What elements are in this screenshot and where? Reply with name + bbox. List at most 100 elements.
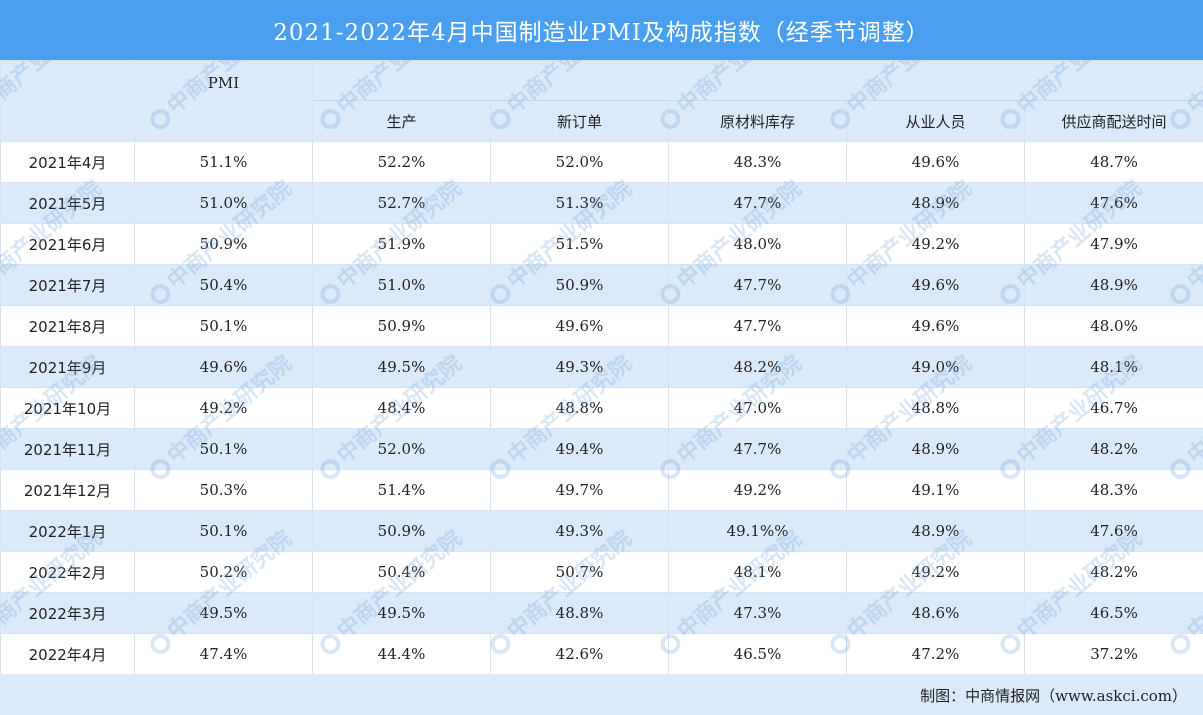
raw-material-inventory-cell: 47.3% xyxy=(668,592,847,634)
supplier-delivery-time-cell: 48.3% xyxy=(1023,469,1203,511)
supplier-delivery-time-cell: 48.2% xyxy=(1023,551,1203,593)
production-cell: 51.9% xyxy=(312,223,491,265)
new-orders-cell: 48.8% xyxy=(490,592,669,634)
supplier-delivery-time-cell: 37.2% xyxy=(1023,633,1203,675)
header-pmi: PMI xyxy=(134,60,313,142)
header-raw-material-inventory: 原材料库存 xyxy=(668,100,847,142)
header-row-columns: 生产 新订单 原材料库存 从业人员 供应商配送时间 xyxy=(1,100,1203,142)
raw-material-inventory-cell: 47.0% xyxy=(668,387,847,429)
new-orders-cell: 52.0% xyxy=(490,141,669,183)
new-orders-cell: 48.8% xyxy=(490,387,669,429)
employment-cell: 47.2% xyxy=(846,633,1025,675)
month-cell: 2021年4月 xyxy=(0,141,135,183)
table-row: 2021年5月 51.0% 52.7% 51.3% 47.7% 48.9% 47.6% xyxy=(0,182,1203,224)
table-row: 2021年4月 51.1% 52.2% 52.0% 48.3% 49.6% 48.7% xyxy=(0,141,1203,183)
table-row: 2021年6月 50.9% 51.9% 51.5% 48.0% 49.2% 47.9% xyxy=(0,223,1203,265)
new-orders-cell: 49.3% xyxy=(490,346,669,388)
table-row: 2021年7月 50.4% 51.0% 50.9% 47.7% 49.6% 48.9% xyxy=(0,264,1203,306)
pmi-cell: 50.1% xyxy=(134,428,313,470)
production-cell: 50.9% xyxy=(312,510,491,552)
supplier-delivery-time-cell: 46.7% xyxy=(1023,387,1203,429)
production-cell: 50.9% xyxy=(312,305,491,347)
employment-cell: 49.6% xyxy=(846,141,1025,183)
raw-material-inventory-cell: 48.2% xyxy=(668,346,847,388)
raw-material-inventory-cell: 47.7% xyxy=(668,264,847,306)
production-cell: 49.5% xyxy=(312,592,491,634)
header-pmi-label: PMI xyxy=(207,74,240,92)
supplier-delivery-time-cell: 48.2% xyxy=(1023,428,1203,470)
raw-material-inventory-cell: 48.0% xyxy=(668,223,847,265)
new-orders-cell: 50.9% xyxy=(490,264,669,306)
new-orders-cell: 50.7% xyxy=(490,551,669,593)
header-corner-cell xyxy=(0,60,135,142)
employment-cell: 49.6% xyxy=(846,305,1025,347)
employment-cell: 48.9% xyxy=(846,510,1025,552)
production-cell: 44.4% xyxy=(312,633,491,675)
pmi-cell: 51.1% xyxy=(134,141,313,183)
source-credit: 制图：中商情报网（www.askci.com） xyxy=(920,687,1187,705)
employment-cell: 48.9% xyxy=(846,182,1025,224)
month-cell: 2021年11月 xyxy=(0,428,135,470)
table-row: 2021年11月 50.1% 52.0% 49.4% 47.7% 48.9% 48.2% xyxy=(0,428,1203,470)
pmi-cell: 49.6% xyxy=(134,346,313,388)
raw-material-inventory-cell: 49.1%% xyxy=(668,510,847,552)
pmi-cell: 51.0% xyxy=(134,182,313,224)
header-group-cell xyxy=(311,60,1203,101)
new-orders-cell: 49.4% xyxy=(490,428,669,470)
pmi-cell: 50.9% xyxy=(134,223,313,265)
month-cell: 2021年7月 xyxy=(0,264,135,306)
supplier-delivery-time-cell: 48.0% xyxy=(1023,305,1203,347)
employment-cell: 49.2% xyxy=(846,551,1025,593)
header-production: 生产 xyxy=(312,100,491,142)
header-supplier-delivery-time: 供应商配送时间 xyxy=(1023,100,1203,142)
header-new-orders: 新订单 xyxy=(490,100,669,142)
production-cell: 52.0% xyxy=(312,428,491,470)
production-cell: 51.0% xyxy=(312,264,491,306)
supplier-delivery-time-cell: 47.6% xyxy=(1023,182,1203,224)
pmi-cell: 50.1% xyxy=(134,510,313,552)
raw-material-inventory-cell: 48.1% xyxy=(668,551,847,593)
raw-material-inventory-cell: 46.5% xyxy=(668,633,847,675)
pmi-cell: 50.3% xyxy=(134,469,313,511)
pmi-cell: 47.4% xyxy=(134,633,313,675)
new-orders-cell: 42.6% xyxy=(490,633,669,675)
month-cell: 2022年1月 xyxy=(0,510,135,552)
new-orders-cell: 51.5% xyxy=(490,223,669,265)
header-row-top: PMI xyxy=(0,60,1203,142)
new-orders-cell: 49.7% xyxy=(490,469,669,511)
month-cell: 2021年12月 xyxy=(0,469,135,511)
supplier-delivery-time-cell: 48.7% xyxy=(1023,141,1203,183)
table-row: 2022年3月 49.5% 49.5% 48.8% 47.3% 48.6% 46.5% xyxy=(0,592,1203,634)
pmi-cell: 50.2% xyxy=(134,551,313,593)
raw-material-inventory-cell: 49.2% xyxy=(668,469,847,511)
production-cell: 51.4% xyxy=(312,469,491,511)
table-body: 2021年4月 51.1% 52.2% 52.0% 48.3% 49.6% 48.7% 202… xyxy=(0,141,1203,675)
new-orders-cell: 49.3% xyxy=(490,510,669,552)
table-row: 2021年10月 49.2% 48.4% 48.8% 47.0% 48.8% 46.7% xyxy=(0,387,1203,429)
production-cell: 52.7% xyxy=(312,182,491,224)
month-cell: 2021年8月 xyxy=(0,305,135,347)
employment-cell: 48.8% xyxy=(846,387,1025,429)
month-cell: 2022年2月 xyxy=(0,551,135,593)
supplier-delivery-time-cell: 47.9% xyxy=(1023,223,1203,265)
raw-material-inventory-cell: 47.7% xyxy=(668,428,847,470)
employment-cell: 49.0% xyxy=(846,346,1025,388)
raw-material-inventory-cell: 47.7% xyxy=(668,182,847,224)
month-cell: 2022年4月 xyxy=(0,633,135,675)
pmi-cell: 50.1% xyxy=(134,305,313,347)
supplier-delivery-time-cell: 48.9% xyxy=(1023,264,1203,306)
footer-bar: 制图：中商情报网（www.askci.com） xyxy=(0,674,1203,715)
supplier-delivery-time-cell: 48.1% xyxy=(1023,346,1203,388)
production-cell: 48.4% xyxy=(312,387,491,429)
production-cell: 50.4% xyxy=(312,551,491,593)
pmi-cell: 49.2% xyxy=(134,387,313,429)
employment-cell: 49.2% xyxy=(846,223,1025,265)
month-cell: 2021年6月 xyxy=(0,223,135,265)
employment-cell: 49.6% xyxy=(846,264,1025,306)
table-row: 2021年12月 50.3% 51.4% 49.7% 49.2% 49.1% 48.3% xyxy=(0,469,1203,511)
month-cell: 2021年9月 xyxy=(0,346,135,388)
new-orders-cell: 51.3% xyxy=(490,182,669,224)
month-cell: 2021年5月 xyxy=(0,182,135,224)
pmi-cell: 50.4% xyxy=(134,264,313,306)
